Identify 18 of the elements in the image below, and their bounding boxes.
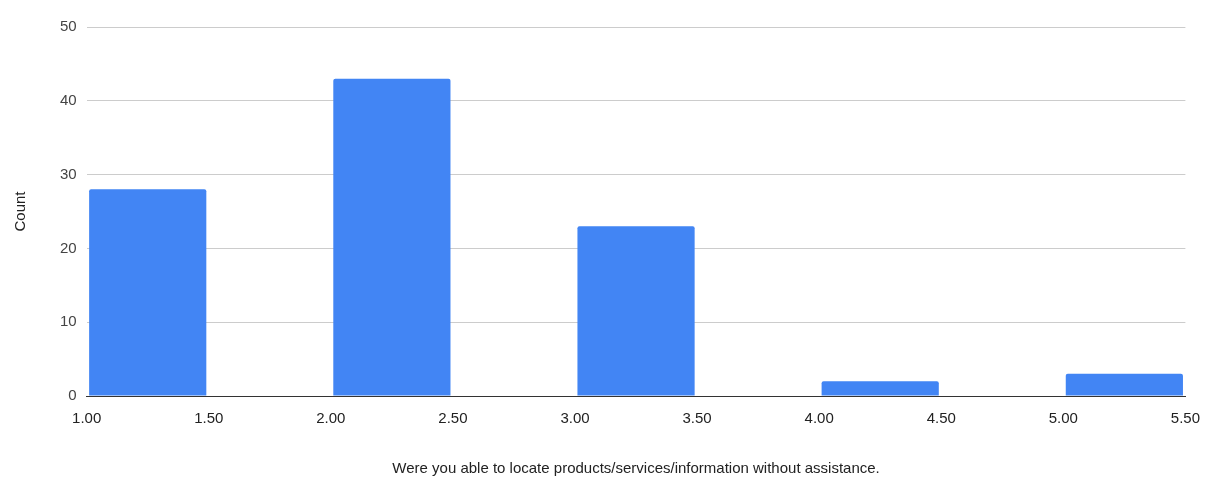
y-tick-label: 20: [60, 238, 77, 256]
y-tick-label: 30: [60, 164, 77, 182]
x-tick-label: 4.00: [804, 409, 834, 427]
y-tick-label: 50: [60, 17, 77, 35]
x-tick-label: 1.00: [72, 409, 102, 427]
x-tick-label: 5.00: [1048, 409, 1078, 427]
y-tick-label: 40: [60, 90, 77, 108]
y-tick-label: 10: [60, 312, 77, 330]
y-tick-label: 0: [68, 386, 77, 404]
x-tick-label: 1.50: [194, 409, 224, 427]
x-tick-label: 2.00: [316, 409, 346, 427]
x-tick-label: 4.50: [926, 409, 956, 427]
x-axis-title: Were you able to locate products/services/information without assistance.: [392, 459, 880, 477]
x-tick-label: 2.50: [438, 409, 468, 427]
y-axis-title: Count: [11, 190, 29, 232]
x-tick-label: 3.50: [682, 409, 712, 427]
x-tick-label: 3.00: [560, 409, 590, 427]
x-tick-label: 5.50: [1170, 409, 1200, 427]
